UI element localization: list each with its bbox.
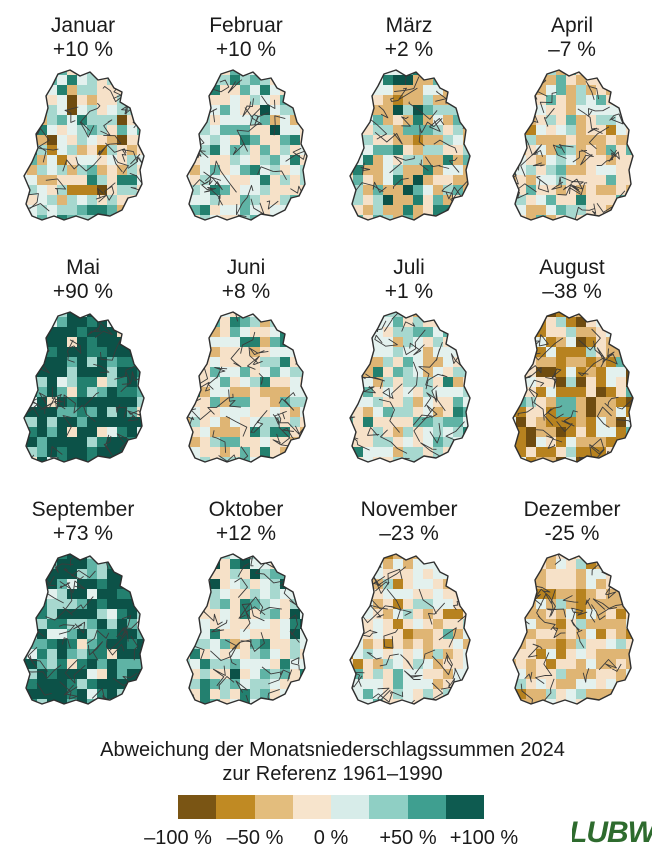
precipitation-map: [186, 69, 308, 221]
month-panel-5: Mai +90 %: [0, 242, 166, 482]
month-panel-4: April –7 %: [489, 0, 655, 240]
month-panel-12: Dezember -25 %: [489, 484, 655, 724]
precipitation-map: [512, 553, 634, 705]
legend-swatch-8: [445, 795, 484, 819]
month-deviation: +90 %: [52, 280, 114, 303]
precipitation-map: [349, 311, 471, 463]
month-name: Juni: [226, 256, 266, 279]
month-deviation: –38 %: [542, 280, 602, 303]
month-deviation: +73 %: [52, 522, 114, 545]
legend-swatch-6: [369, 795, 408, 819]
month-name: September: [31, 498, 135, 521]
month-panel-1: Januar +10 %: [0, 0, 166, 240]
precipitation-map: [23, 69, 145, 221]
month-name: Mai: [66, 256, 100, 279]
month-name: Oktober: [208, 498, 284, 521]
precipitation-map: [349, 69, 471, 221]
month-panel-10: Oktober +12 %: [163, 484, 329, 724]
legend-swatch-1: [178, 795, 217, 819]
month-panel-7: Juli +1 %: [326, 242, 492, 482]
color-legend: [178, 795, 484, 819]
month-name: Dezember: [523, 498, 621, 521]
month-deviation: -25 %: [544, 522, 600, 545]
month-panel-9: September +73 %: [0, 484, 166, 724]
legend-tick-minus-100: –100 %: [144, 827, 212, 849]
month-name: April: [550, 14, 593, 37]
legend-tick-0: 0 %: [313, 827, 349, 849]
legend-tick-minus-50: –50 %: [226, 827, 284, 849]
month-panel-2: Februar +10 %: [163, 0, 329, 240]
month-deviation: +2 %: [384, 38, 434, 61]
month-name: Februar: [209, 14, 283, 37]
legend-swatch-7: [407, 795, 446, 819]
precipitation-map: [23, 553, 145, 705]
precipitation-map: [186, 311, 308, 463]
precipitation-map: [512, 69, 634, 221]
legend-swatch-4: [292, 795, 331, 819]
svg-text:LUBW: LUBW: [572, 816, 652, 848]
month-deviation: +8 %: [221, 280, 271, 303]
precipitation-map: [512, 311, 634, 463]
precipitation-map: [186, 553, 308, 705]
month-panel-11: November –23 %: [326, 484, 492, 724]
precipitation-map: [23, 311, 145, 463]
month-name: August: [539, 256, 605, 279]
legend-swatch-2: [216, 795, 255, 819]
month-deviation: +12 %: [215, 522, 277, 545]
monthly-maps-grid: Januar +10 % Februar +10 % März +2 % April –7 %…: [0, 0, 655, 724]
caption-line-2: zur Referenz 1961–1990: [222, 763, 443, 785]
legend-swatch-3: [254, 795, 293, 819]
month-name: Juli: [393, 256, 425, 279]
legend-tick-plus-50: +50 %: [379, 827, 437, 849]
legend-tick-plus-100: +100 %: [449, 827, 519, 849]
lubw-logo: LUBW: [572, 816, 652, 848]
month-panel-3: März +2 %: [326, 0, 492, 240]
caption-line-1: Abweichung der Monatsniederschlagssummen…: [100, 739, 565, 761]
month-deviation: +10 %: [52, 38, 114, 61]
month-deviation: –23 %: [379, 522, 439, 545]
month-panel-8: August –38 %: [489, 242, 655, 482]
month-deviation: +1 %: [384, 280, 434, 303]
month-name: März: [385, 14, 433, 37]
month-panel-6: Juni +8 %: [163, 242, 329, 482]
month-deviation: –7 %: [548, 38, 596, 61]
month-name: Januar: [50, 14, 116, 37]
precipitation-map: [349, 553, 471, 705]
legend-swatch-5: [331, 795, 370, 819]
month-deviation: +10 %: [215, 38, 277, 61]
month-name: November: [360, 498, 458, 521]
